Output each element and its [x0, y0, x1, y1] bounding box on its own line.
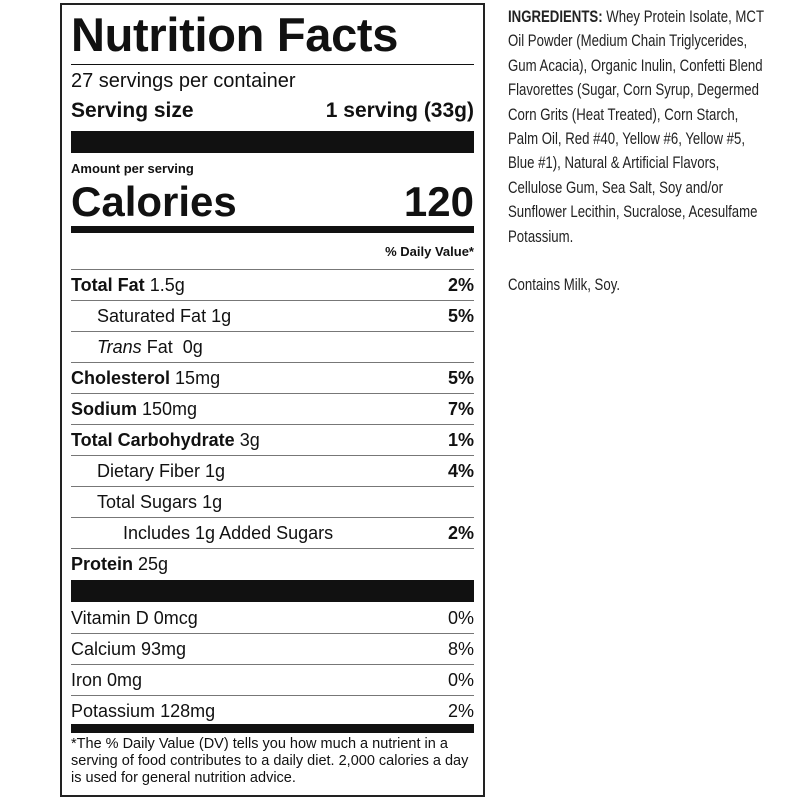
vitamin-row-calcium: Calcium 93mg 8% [71, 633, 474, 664]
nutrient-row-total-carbohydrate: Total Carbohydrate 3g 1% [71, 424, 474, 455]
ingredients-panel: INGREDIENTS: Whey Protein Isolate, MCT O… [508, 5, 772, 297]
nutrient-rows: Total Fat 1.5g 2% Saturated Fat 1g 5% Tran… [71, 269, 474, 579]
medium-divider [71, 724, 474, 733]
daily-value-footnote: *The % Daily Value (DV) tells you how mu… [71, 736, 469, 786]
divider [71, 64, 474, 65]
calories-label: Calories [71, 178, 237, 225]
nutrient-row-protein: Protein 25g [71, 548, 474, 579]
calories: Calories 120 [71, 180, 474, 223]
ingredients-heading: INGREDIENTS: [508, 8, 603, 26]
medium-divider [71, 226, 474, 233]
ingredients-list: INGREDIENTS: Whey Protein Isolate, MCT O… [508, 5, 772, 249]
nutrient-row-total-sugars: Total Sugars 1g [71, 486, 474, 517]
nutrient-row-total-fat: Total Fat 1.5g 2% [71, 269, 474, 300]
serving-size-value: 1 serving (33g) [325, 99, 474, 122]
amount-per-serving: Amount per serving [71, 161, 194, 176]
nutrient-row-saturated-fat: Saturated Fat 1g 5% [71, 300, 474, 331]
nutrient-row-cholesterol: Cholesterol 15mg 5% [71, 362, 474, 393]
label-title: Nutrition Facts [71, 8, 399, 61]
serving-size-label: Serving size [71, 99, 194, 122]
vitamin-rows: Vitamin D 0mcg 0% Calcium 93mg 8% Iron 0mg… [71, 602, 474, 726]
nutrient-row-trans-fat: Trans Fat 0g [71, 331, 474, 362]
thick-divider [71, 580, 474, 602]
nutrient-row-sodium: Sodium 150mg 7% [71, 393, 474, 424]
vitamin-row-iron: Iron 0mg 0% [71, 664, 474, 695]
calories-value: 120 [403, 178, 474, 225]
thick-divider [71, 131, 474, 153]
vitamin-row-potassium: Potassium 128mg 2% [71, 695, 474, 726]
nutrient-row-dietary-fiber: Dietary Fiber 1g 4% [71, 455, 474, 486]
daily-value-header: % Daily Value* [385, 244, 474, 259]
servings-per-container: 27 servings per container [71, 70, 296, 92]
allergen-statement: Contains Milk, Soy. [508, 276, 620, 295]
nutrient-row-added-sugars: Includes 1g Added Sugars 2% [71, 517, 474, 548]
vitamin-row-vitamin-d: Vitamin D 0mcg 0% [71, 607, 474, 628]
ingredients-text: Whey Protein Isolate, MCT Oil Powder (Me… [508, 8, 764, 246]
serving-size: Serving size 1 serving (33g) [71, 98, 474, 124]
nutrition-facts-label: Nutrition Facts 27 servings per containe… [60, 3, 485, 797]
